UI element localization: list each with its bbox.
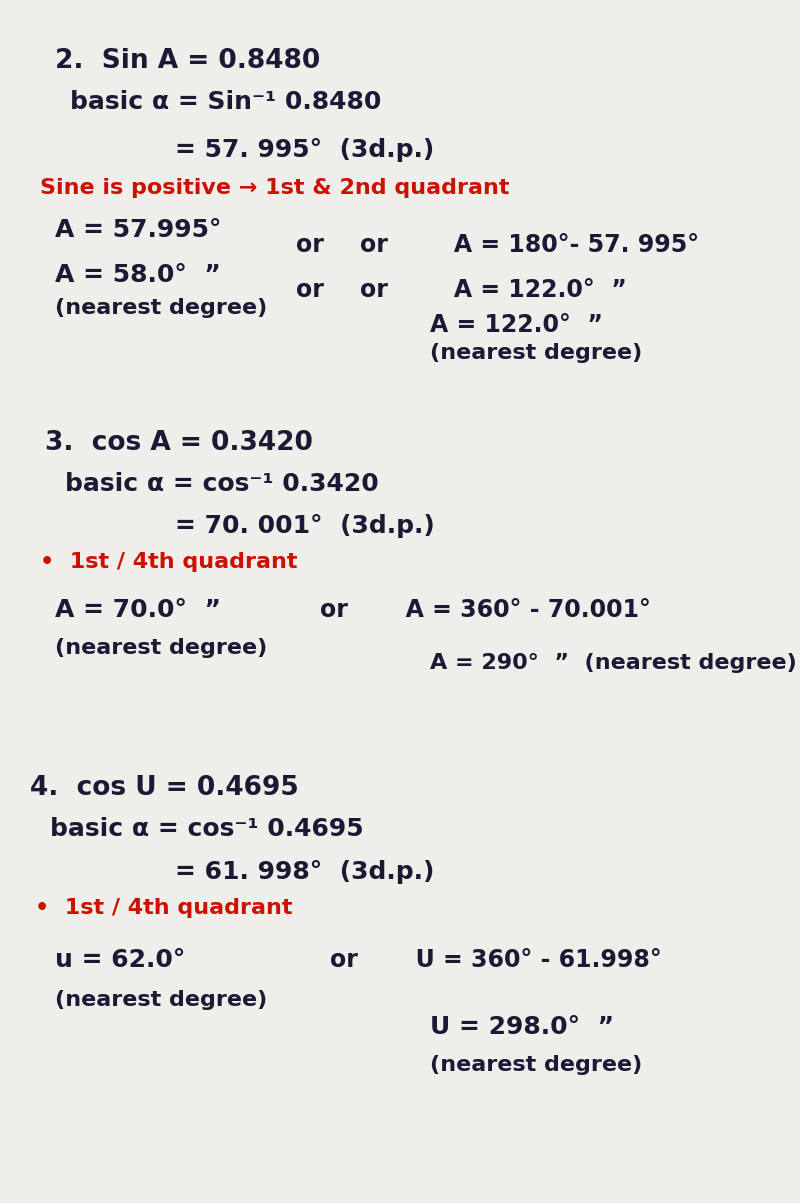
- Text: basic α = Sin⁻¹ 0.8480: basic α = Sin⁻¹ 0.8480: [70, 90, 382, 114]
- Text: A = 70.0°  ”: A = 70.0° ”: [55, 598, 221, 622]
- Text: = 57. 995°  (3d.p.): = 57. 995° (3d.p.): [175, 138, 434, 162]
- Text: or       A = 360° - 70.001°: or A = 360° - 70.001°: [320, 598, 651, 622]
- Text: 2.  Sin A = 0.8480: 2. Sin A = 0.8480: [55, 48, 320, 75]
- Text: (nearest degree): (nearest degree): [55, 638, 267, 658]
- Text: = 70. 001°  (3d.p.): = 70. 001° (3d.p.): [175, 514, 434, 538]
- Text: (nearest degree): (nearest degree): [430, 343, 642, 363]
- Text: or        A = 122.0°  ”: or A = 122.0° ”: [360, 278, 626, 302]
- Text: •  1st / 4th quadrant: • 1st / 4th quadrant: [35, 897, 293, 918]
- Text: basic α = cos⁻¹ 0.4695: basic α = cos⁻¹ 0.4695: [50, 817, 364, 841]
- Text: or       U = 360° - 61.998°: or U = 360° - 61.998°: [330, 948, 662, 972]
- Text: A = 57.995°: A = 57.995°: [55, 218, 222, 242]
- Text: •  1st / 4th quadrant: • 1st / 4th quadrant: [40, 552, 298, 571]
- Text: U = 298.0°  ”: U = 298.0° ”: [430, 1015, 614, 1039]
- Text: (nearest degree): (nearest degree): [430, 1055, 642, 1075]
- Text: A = 122.0°  ”: A = 122.0° ”: [430, 313, 603, 337]
- Text: or: or: [296, 278, 324, 302]
- Text: A = 58.0°  ”: A = 58.0° ”: [55, 263, 221, 288]
- Text: 3.  cos A = 0.3420: 3. cos A = 0.3420: [45, 429, 313, 456]
- Text: basic α = cos⁻¹ 0.3420: basic α = cos⁻¹ 0.3420: [65, 472, 378, 496]
- Text: or        A = 180°- 57. 995°: or A = 180°- 57. 995°: [360, 233, 699, 257]
- Text: 4.  cos U = 0.4695: 4. cos U = 0.4695: [30, 775, 298, 801]
- Text: (nearest degree): (nearest degree): [55, 298, 267, 318]
- Text: u = 62.0°: u = 62.0°: [55, 948, 186, 972]
- Text: A = 290°  ”  (nearest degree): A = 290° ” (nearest degree): [430, 653, 797, 672]
- Text: (nearest degree): (nearest degree): [55, 990, 267, 1011]
- Text: or: or: [296, 233, 324, 257]
- Text: = 61. 998°  (3d.p.): = 61. 998° (3d.p.): [175, 860, 434, 884]
- Text: Sine is positive → 1st & 2nd quadrant: Sine is positive → 1st & 2nd quadrant: [40, 178, 510, 198]
